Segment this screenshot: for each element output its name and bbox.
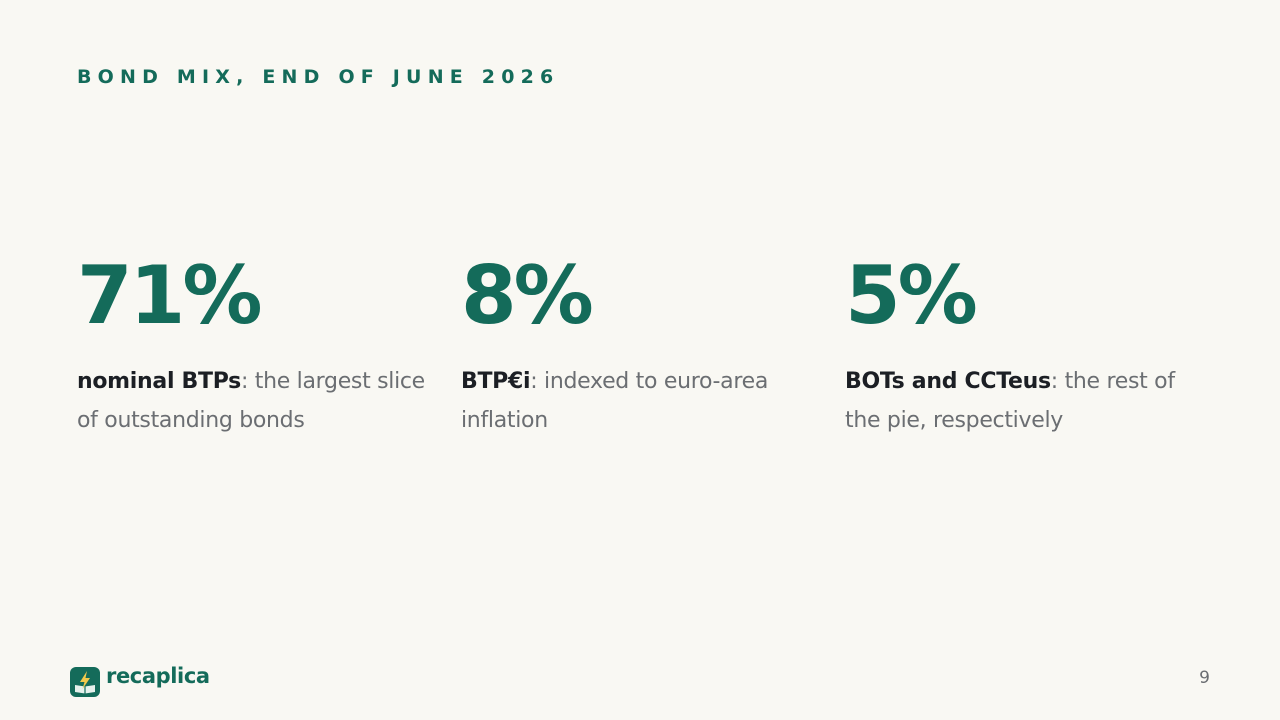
- stat-value: 71%: [77, 249, 262, 342]
- brand-name: recaplica: [106, 664, 210, 688]
- stat-text: : the rest of the pie, respectively: [845, 369, 1175, 433]
- lightning-book-icon: [70, 667, 100, 697]
- stat-description: BTP€i: indexed to euro-area inflation: [461, 362, 821, 440]
- slide-eyebrow: BOND MIX, END OF JUNE 2026: [77, 66, 560, 88]
- brand-logo-block: recaplica: [70, 664, 210, 697]
- stat-value: 5%: [845, 249, 978, 342]
- stat-term: nominal BTPs: [77, 369, 241, 394]
- stat-text: : indexed to euro-area inflation: [461, 369, 769, 433]
- stat-description: BOTs and CCTeus: the rest of the pie, re…: [845, 362, 1205, 440]
- stat-description: nominal BTPs: the largest slice of outst…: [77, 362, 437, 440]
- stat-term: BOTs and CCTeus: [845, 369, 1051, 394]
- stat-text: : the largest slice of outstanding bonds: [77, 369, 425, 433]
- stat-term: BTP€i: [461, 369, 531, 394]
- stat-bots-ccteus: 5% BOTs and CCTeus: the rest of the pie,…: [845, 250, 1205, 440]
- stat-nominal-btps: 71% nominal BTPs: the largest slice of o…: [77, 250, 437, 440]
- stat-btp-ei: 8% BTP€i: indexed to euro-area inflation: [461, 250, 821, 440]
- stat-value: 8%: [461, 249, 594, 342]
- page-number: 9: [1199, 668, 1210, 688]
